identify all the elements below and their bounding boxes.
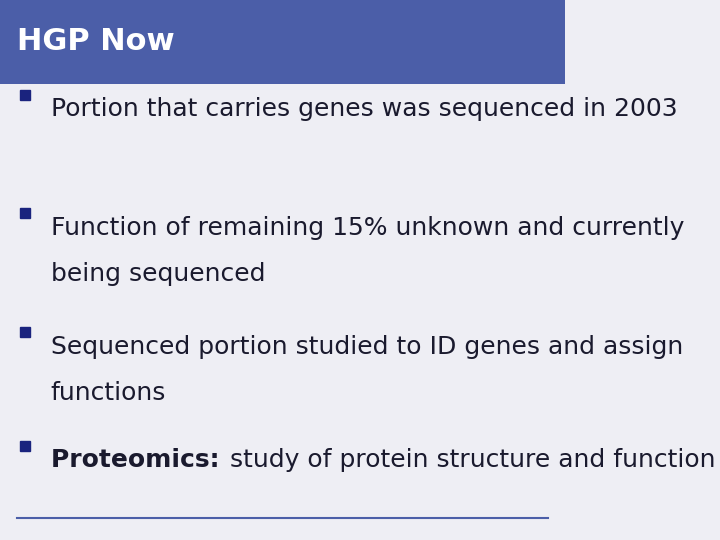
Text: HGP Now: HGP Now <box>17 28 174 56</box>
Text: Sequenced portion studied to ID genes and assign: Sequenced portion studied to ID genes an… <box>51 335 683 359</box>
Text: Portion that carries genes was sequenced in 2003: Portion that carries genes was sequenced… <box>51 97 678 121</box>
FancyBboxPatch shape <box>0 0 565 84</box>
Text: study of protein structure and function: study of protein structure and function <box>230 448 716 472</box>
Text: functions: functions <box>51 381 166 404</box>
Text: being sequenced: being sequenced <box>51 262 266 286</box>
Text: Function of remaining 15% unknown and currently: Function of remaining 15% unknown and cu… <box>51 216 684 240</box>
Text: Proteomics:: Proteomics: <box>51 448 228 472</box>
